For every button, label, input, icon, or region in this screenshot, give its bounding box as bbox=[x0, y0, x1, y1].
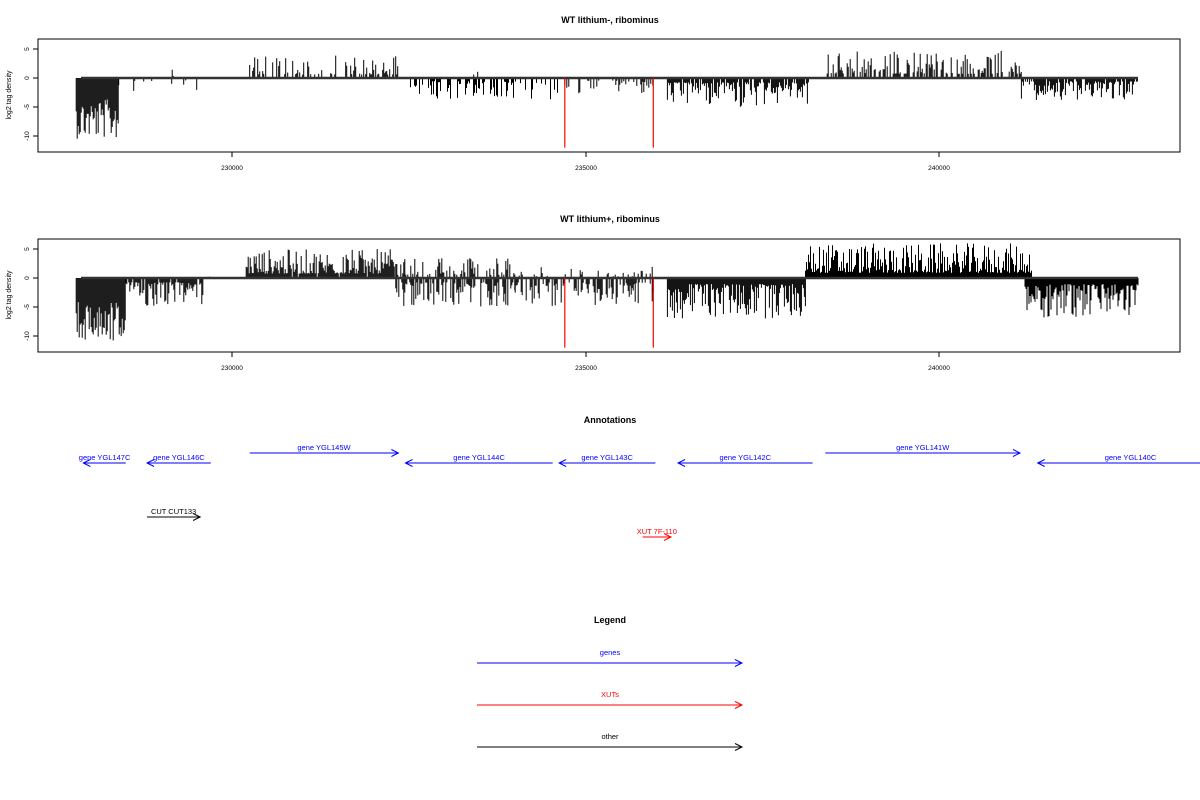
legend-label: other bbox=[601, 732, 619, 741]
annotation-feature: gene YGL146C bbox=[145, 453, 211, 467]
panel-2-ytick-label: 0 bbox=[24, 276, 31, 280]
annotation-arrow-head bbox=[404, 459, 413, 467]
panel-1-bars bbox=[75, 50, 1138, 139]
annotation-feature: XUT 7F-110 bbox=[637, 527, 677, 541]
annotation-label: gene YGL145W bbox=[297, 443, 351, 452]
panel-2-ytick-label: -10 bbox=[24, 331, 31, 341]
annotation-arrow-head bbox=[557, 459, 567, 467]
panel-2-red-markers bbox=[564, 278, 654, 348]
panel-1-ytick-label: -5 bbox=[24, 104, 31, 110]
panel-1-title: WT lithium-, ribominus bbox=[561, 15, 659, 25]
panel-2-yaxis: 5 0 -5 -10 bbox=[24, 247, 38, 341]
annotation-label: CUT CUT133 bbox=[151, 507, 196, 516]
panel-2-ytick-label: -5 bbox=[24, 304, 31, 310]
panel-2-xaxis: 230000 235000 240000 bbox=[221, 352, 950, 372]
annotation-arrow-head bbox=[82, 459, 91, 467]
annotation-label: gene YGL146C bbox=[153, 453, 205, 462]
panel-1-red-markers bbox=[564, 78, 654, 148]
panel-2-bars bbox=[75, 243, 1139, 341]
panel-1-ytick-label: 5 bbox=[24, 47, 31, 51]
panel-1-frame bbox=[37, 38, 1181, 153]
annotation-tracks: gene YGL147C gene YGL146C gene YGL145W gene… bbox=[79, 443, 1200, 541]
legend-label: genes bbox=[600, 648, 621, 657]
annotation-feature: gene YGL142C bbox=[676, 453, 813, 467]
panel-1-yaxis: 5 0 -5 -10 bbox=[24, 47, 38, 141]
panel-2-xtick-label: 230000 bbox=[221, 365, 243, 372]
annotation-label: gene YGL140C bbox=[1105, 453, 1157, 462]
panel-2-ytick-label: 5 bbox=[24, 247, 31, 251]
legend-arrow-head bbox=[734, 701, 744, 709]
annotations-panel: Annotations gene YGL147C gene YGL146Cgene… bbox=[79, 415, 1200, 541]
annotation-label: gene YGL147C bbox=[79, 453, 131, 462]
panel-1-ytick-label: 0 bbox=[24, 76, 31, 80]
legend-panel: Legend genes XUTs other bbox=[477, 615, 744, 751]
panel-1-ytick-label: -10 bbox=[24, 131, 31, 141]
annotation-arrow-head bbox=[1036, 459, 1045, 467]
panel-2-frame bbox=[37, 238, 1181, 353]
panel-2-title: WT lithium+, ribominus bbox=[560, 214, 660, 224]
legend-arrow-head bbox=[734, 659, 744, 667]
panel-1-xaxis: 230000 235000 240000 bbox=[221, 152, 950, 172]
legend-arrow-head bbox=[734, 743, 744, 751]
panel-1: WT lithium-, ribominus log2 tag density … bbox=[6, 15, 1181, 172]
legend-item: other bbox=[477, 732, 744, 751]
annotation-arrow-head bbox=[1012, 449, 1022, 457]
annotation-arrow-head bbox=[192, 513, 202, 521]
annotation-label: gene YGL141W bbox=[896, 443, 950, 452]
panel-1-xtick-label: 235000 bbox=[575, 165, 597, 172]
panel-2-xtick-label: 235000 bbox=[575, 365, 597, 372]
annotation-feature: gene YGL145W bbox=[249, 443, 400, 457]
annotation-label: gene YGL143C bbox=[581, 453, 633, 462]
panel-2-xtick-label: 240000 bbox=[928, 365, 950, 372]
legend-item: XUTs bbox=[477, 690, 744, 709]
legend-title: Legend bbox=[594, 615, 626, 625]
annotation-feature: gene YGL144C bbox=[404, 453, 553, 467]
legend-items: genes XUTs other bbox=[477, 648, 744, 751]
annotation-feature: gene YGL143C bbox=[557, 453, 656, 467]
annotation-feature: CUT CUT133 bbox=[147, 507, 202, 521]
annotation-arrow-head bbox=[676, 459, 686, 467]
legend-label: XUTs bbox=[601, 690, 619, 699]
legend-item: genes bbox=[477, 648, 744, 667]
annotation-label: XUT 7F-110 bbox=[637, 527, 677, 536]
annotation-arrow-head bbox=[663, 533, 673, 541]
annotation-feature: gene YGL147C bbox=[79, 453, 131, 467]
annotation-feature: gene YGL140C bbox=[1036, 453, 1200, 467]
panel-1-xtick-label: 240000 bbox=[928, 165, 950, 172]
annotation-arrow-head bbox=[145, 459, 155, 467]
annotation-feature: gene YGL141W bbox=[825, 443, 1022, 457]
panel-2-ylabel: log2 tag density bbox=[6, 270, 13, 320]
panel-1-ylabel: log2 tag density bbox=[6, 70, 13, 120]
annotation-label: gene YGL144C bbox=[453, 453, 505, 462]
panel-2: WT lithium+, ribominus log2 tag density … bbox=[6, 214, 1181, 372]
annotations-title: Annotations bbox=[584, 415, 637, 425]
annotation-arrow-head bbox=[391, 449, 400, 457]
panel-1-xtick-label: 230000 bbox=[221, 165, 243, 172]
annotation-label: gene YGL142C bbox=[720, 453, 772, 462]
